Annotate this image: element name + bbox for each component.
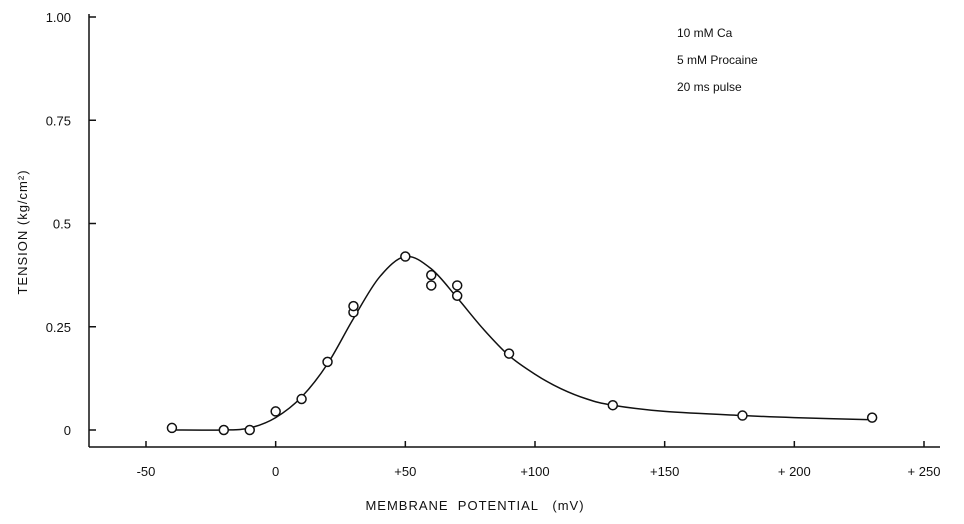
data-point bbox=[426, 269, 437, 281]
annotation-procaine: 5 mM Procaine bbox=[677, 53, 758, 67]
data-point bbox=[503, 348, 515, 359]
data-point bbox=[244, 424, 255, 436]
y-tick-label: 0.75 bbox=[46, 113, 71, 128]
x-tick-label: +50 bbox=[394, 464, 416, 479]
data-point bbox=[400, 251, 411, 262]
data-point bbox=[451, 290, 463, 302]
x-tick-label: 0 bbox=[272, 464, 279, 479]
x-tick-label: + 250 bbox=[908, 464, 941, 479]
data-point bbox=[426, 280, 437, 291]
data-point bbox=[607, 399, 619, 411]
data-points bbox=[166, 251, 878, 436]
x-ticks: -50 0 +50 +100 +150 + 200 + 250 bbox=[137, 441, 941, 479]
y-axis-title: TENSION (kg/cm²) bbox=[15, 169, 30, 294]
data-point bbox=[296, 393, 307, 405]
y-tick-label: 0.5 bbox=[53, 217, 71, 232]
data-point bbox=[348, 300, 359, 312]
x-tick-label: -50 bbox=[137, 464, 156, 479]
x-axis-title: MEMBRANE POTENTIAL (mV) bbox=[365, 498, 584, 513]
data-point bbox=[451, 280, 463, 291]
annotation-calcium: 10 mM Ca bbox=[677, 26, 733, 40]
y-tick-label: 0.25 bbox=[46, 320, 71, 335]
data-point bbox=[322, 356, 333, 368]
data-point bbox=[218, 424, 230, 436]
annotation-pulse: 20 ms pulse bbox=[677, 80, 742, 94]
y-ticks: 0 0.25 0.5 0.75 1.00 bbox=[46, 10, 96, 438]
y-tick-label: 1.00 bbox=[46, 10, 71, 25]
x-tick-label: +150 bbox=[650, 464, 679, 479]
x-tick-label: +100 bbox=[520, 464, 549, 479]
data-point bbox=[737, 410, 748, 421]
data-point bbox=[166, 422, 178, 434]
data-point bbox=[866, 412, 878, 423]
x-tick-label: + 200 bbox=[778, 464, 811, 479]
fit-curve bbox=[171, 255, 873, 431]
data-point bbox=[270, 406, 281, 417]
y-tick-label: 0 bbox=[64, 423, 71, 438]
